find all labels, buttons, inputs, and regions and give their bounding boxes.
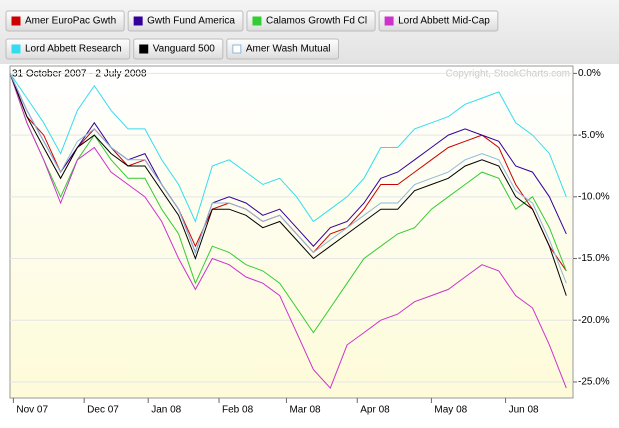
y-tick-label: -5.0% xyxy=(578,130,604,141)
legend-swatch xyxy=(252,16,262,26)
series-line xyxy=(9,73,567,334)
legend-swatch xyxy=(139,44,149,54)
legend-label: Amer Wash Mutual xyxy=(246,44,331,55)
legend-label: Calamos Growth Fd Cl xyxy=(266,16,367,27)
y-tick-label: -15.0% xyxy=(578,253,610,264)
x-tick-label: Jan 08 xyxy=(151,405,181,416)
copyright: Copyright, StockCharts.com xyxy=(446,69,571,80)
series-line xyxy=(9,73,567,223)
legend-button xyxy=(5,10,125,32)
legend-item: Lord Abbett Mid-Cap xyxy=(378,10,499,32)
plot-area xyxy=(9,65,574,399)
x-tick-label: Jun 08 xyxy=(509,405,539,416)
legend-swatch xyxy=(11,44,21,54)
series-line xyxy=(9,73,567,284)
y-tick-label: 0.0% xyxy=(578,68,601,79)
legend-button xyxy=(378,10,499,32)
legend-label: Lord Abbett Research xyxy=(25,44,122,55)
legend-label: Lord Abbett Mid-Cap xyxy=(398,16,490,27)
legend-button xyxy=(133,38,224,60)
legend-label: Vanguard 500 xyxy=(153,44,216,55)
legend-item: Amer EuroPac Gwth xyxy=(5,10,125,32)
legend-item: Amer Wash Mutual xyxy=(226,38,339,60)
series-line xyxy=(9,73,567,390)
legend-item: Lord Abbett Research xyxy=(5,38,131,60)
legend-button xyxy=(5,38,131,60)
legend-button xyxy=(246,10,376,32)
y-tick-label: -10.0% xyxy=(578,191,610,202)
legend-label: Gwth Fund America xyxy=(147,16,235,27)
legend-button xyxy=(127,10,244,32)
y-tick-label: -20.0% xyxy=(578,315,610,326)
x-tick-label: Dec 07 xyxy=(87,405,119,416)
series-line xyxy=(9,73,567,296)
legend-item: Vanguard 500 xyxy=(133,38,224,60)
legend-item: Calamos Growth Fd Cl xyxy=(246,10,376,32)
x-tick-label: Mar 08 xyxy=(289,405,321,416)
legend-swatch xyxy=(11,16,21,26)
legend-swatch xyxy=(384,16,394,26)
legend-label: Amer EuroPac Gwth xyxy=(25,16,116,27)
x-tick-label: Apr 08 xyxy=(360,405,390,416)
legend-button xyxy=(226,38,339,60)
x-tick-label: Feb 08 xyxy=(222,405,254,416)
series-line xyxy=(9,73,567,254)
x-tick-label: May 08 xyxy=(434,405,467,416)
x-tick-label: Nov 07 xyxy=(16,405,48,416)
legend-swatch xyxy=(133,16,143,26)
y-tick-label: -25.0% xyxy=(578,377,610,388)
legend-item: Gwth Fund America xyxy=(127,10,244,32)
legend-swatch xyxy=(232,44,242,54)
subtitle: 31 October 2007 - 2 July 2008 xyxy=(12,69,147,80)
